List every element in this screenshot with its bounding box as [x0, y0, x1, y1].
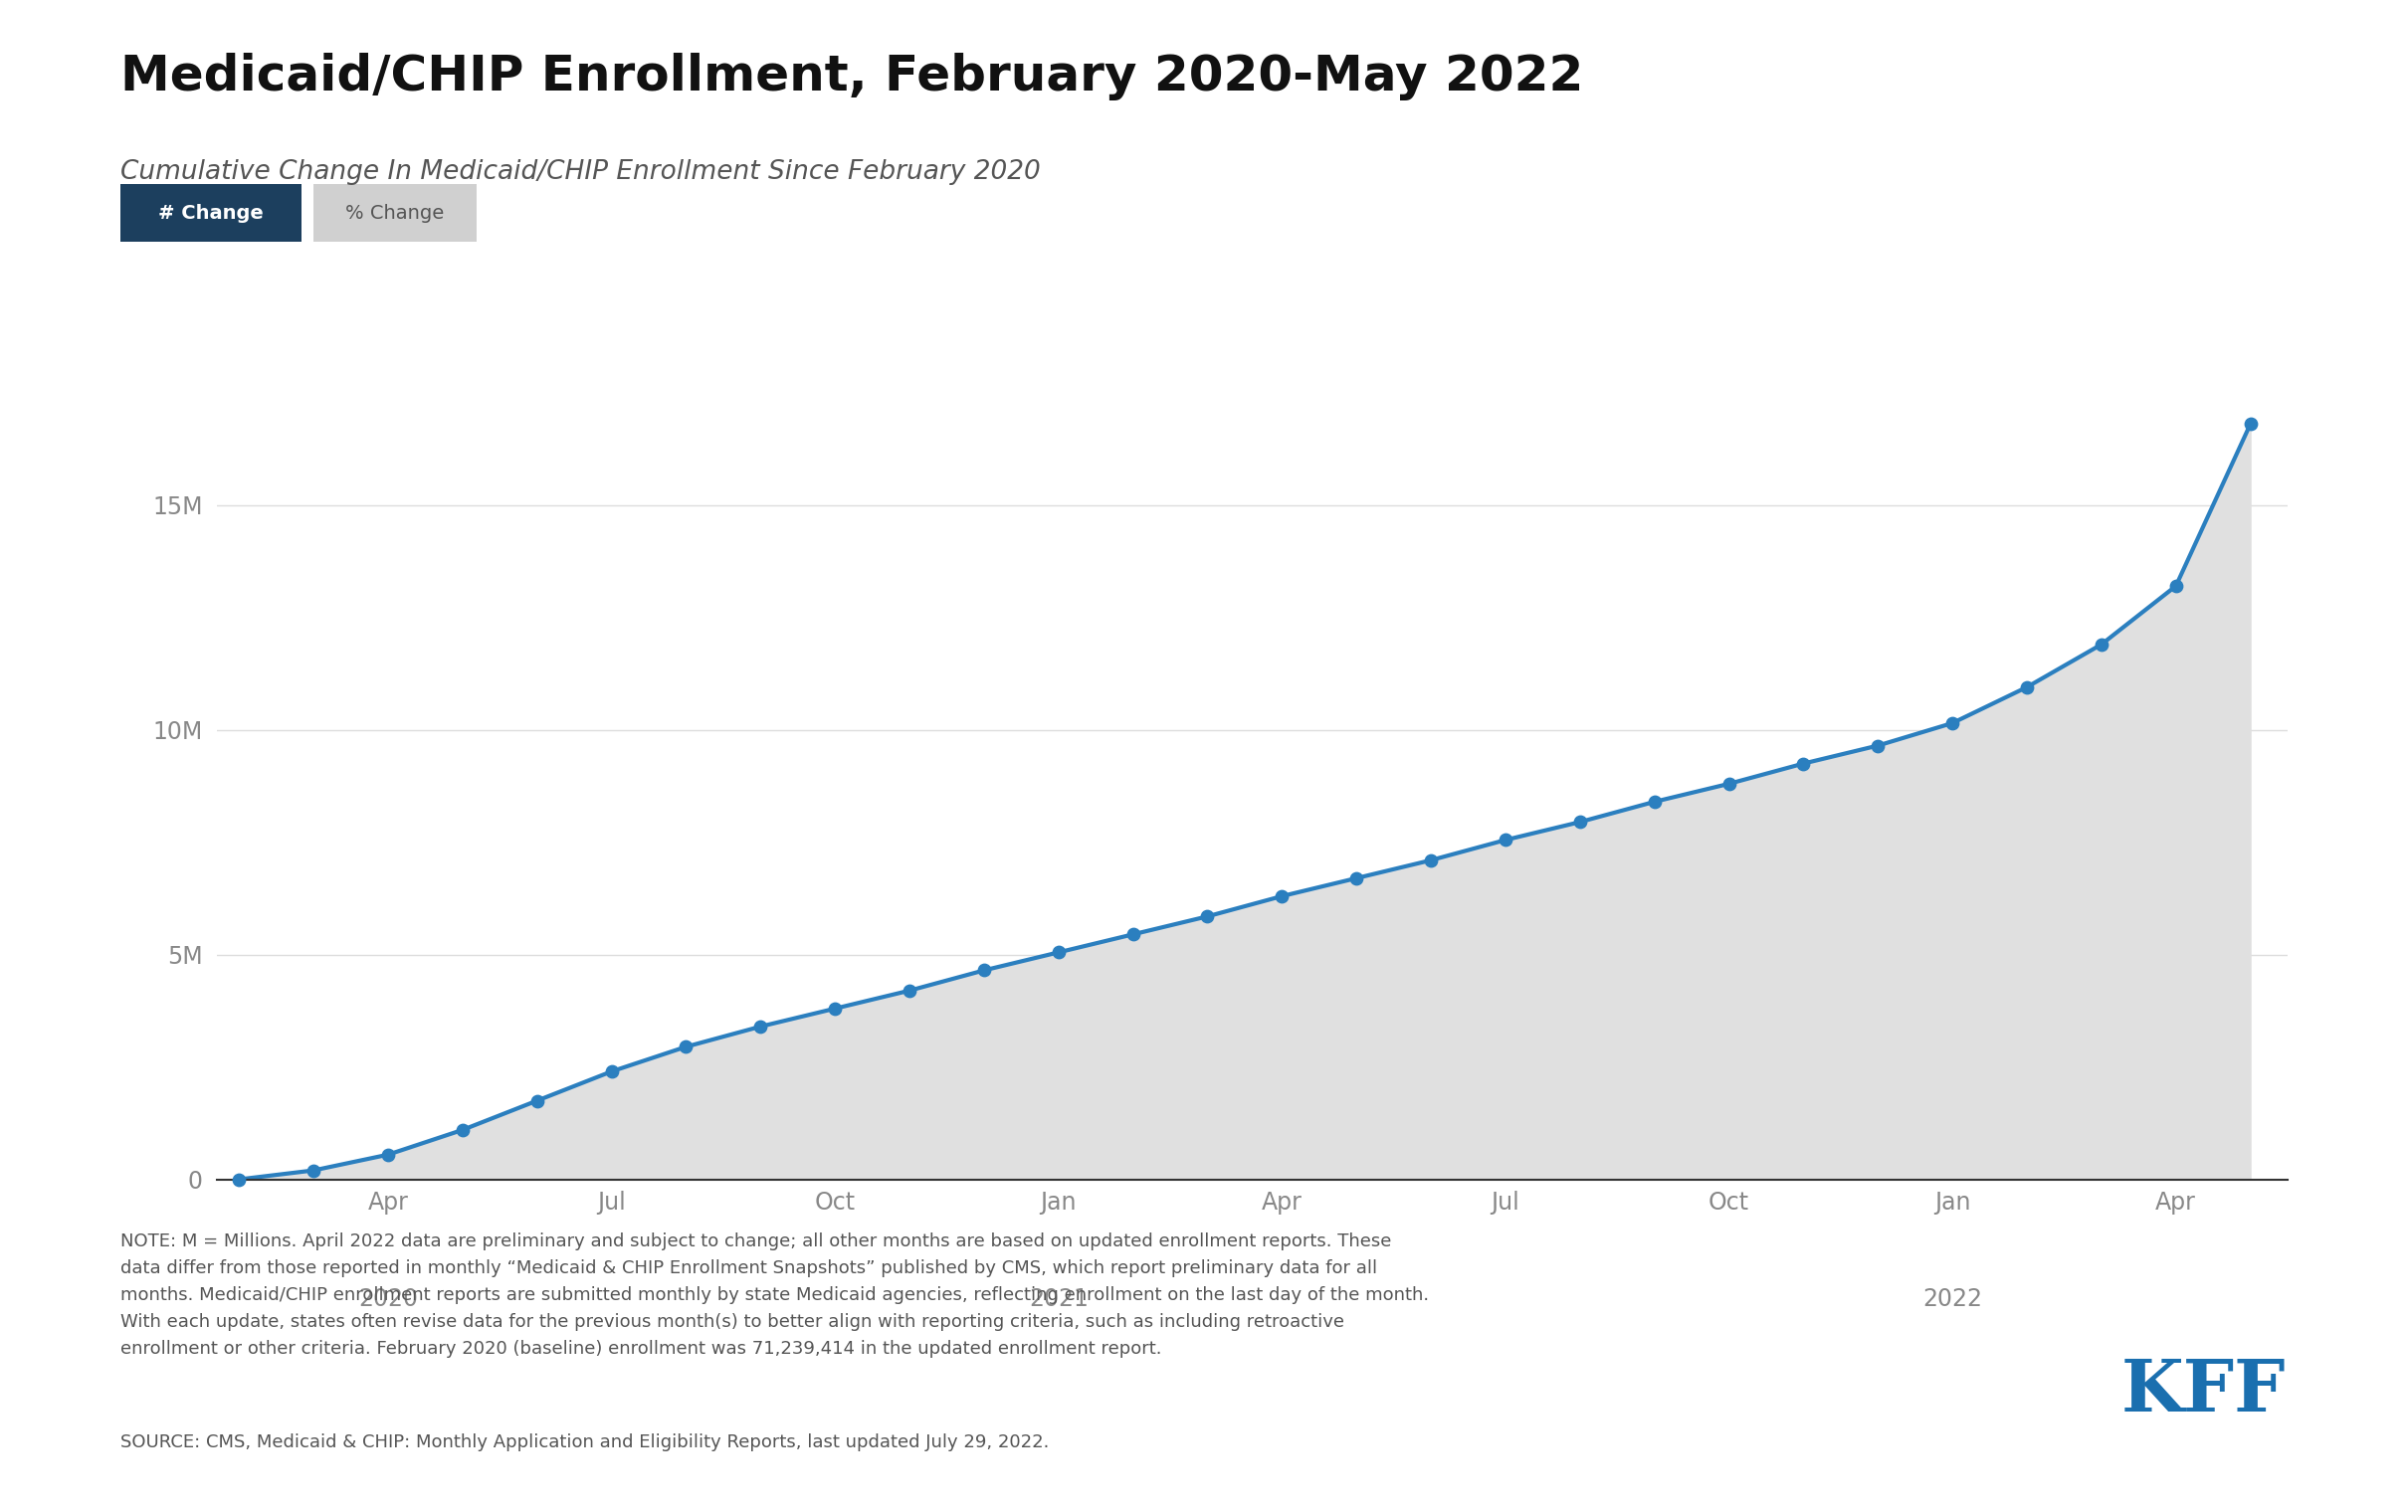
Text: 2020: 2020 — [359, 1288, 419, 1311]
Text: Medicaid/CHIP Enrollment, February 2020-May 2022: Medicaid/CHIP Enrollment, February 2020-… — [120, 53, 1584, 101]
Point — [2008, 674, 2047, 699]
Point — [1336, 866, 1375, 891]
Text: # Change: # Change — [159, 204, 262, 222]
Point — [219, 1167, 258, 1191]
Point — [2232, 413, 2271, 437]
Text: 2021: 2021 — [1028, 1288, 1088, 1311]
Point — [294, 1158, 332, 1182]
Point — [1859, 733, 1898, 758]
Point — [742, 1015, 780, 1039]
Point — [816, 996, 855, 1021]
Text: Cumulative Change In Medicaid/CHIP Enrollment Since February 2020: Cumulative Change In Medicaid/CHIP Enrol… — [120, 159, 1040, 184]
Point — [1934, 711, 1972, 735]
Point — [1635, 789, 1674, 813]
Point — [1262, 885, 1300, 909]
Point — [1187, 904, 1226, 928]
Point — [667, 1034, 706, 1058]
Point — [1784, 751, 1823, 776]
Point — [1040, 940, 1079, 965]
Point — [592, 1060, 631, 1084]
Point — [518, 1089, 556, 1113]
Point — [1560, 810, 1599, 835]
Point — [368, 1143, 407, 1167]
Point — [966, 959, 1004, 983]
Point — [1115, 922, 1153, 947]
Point — [443, 1117, 482, 1142]
Text: % Change: % Change — [344, 204, 445, 222]
Text: NOTE: M = Millions. April 2022 data are preliminary and subject to change; all o: NOTE: M = Millions. April 2022 data are … — [120, 1232, 1428, 1358]
Text: 2022: 2022 — [1922, 1288, 1982, 1311]
Point — [891, 978, 929, 1002]
Point — [1411, 848, 1450, 872]
Point — [2083, 632, 2121, 656]
Point — [1486, 829, 1524, 853]
Point — [1710, 771, 1748, 795]
Text: SOURCE: CMS, Medicaid & CHIP: Monthly Application and Eligibility Reports, last : SOURCE: CMS, Medicaid & CHIP: Monthly Ap… — [120, 1433, 1050, 1452]
Point — [2158, 575, 2196, 599]
Text: KFF: KFF — [2121, 1356, 2285, 1426]
